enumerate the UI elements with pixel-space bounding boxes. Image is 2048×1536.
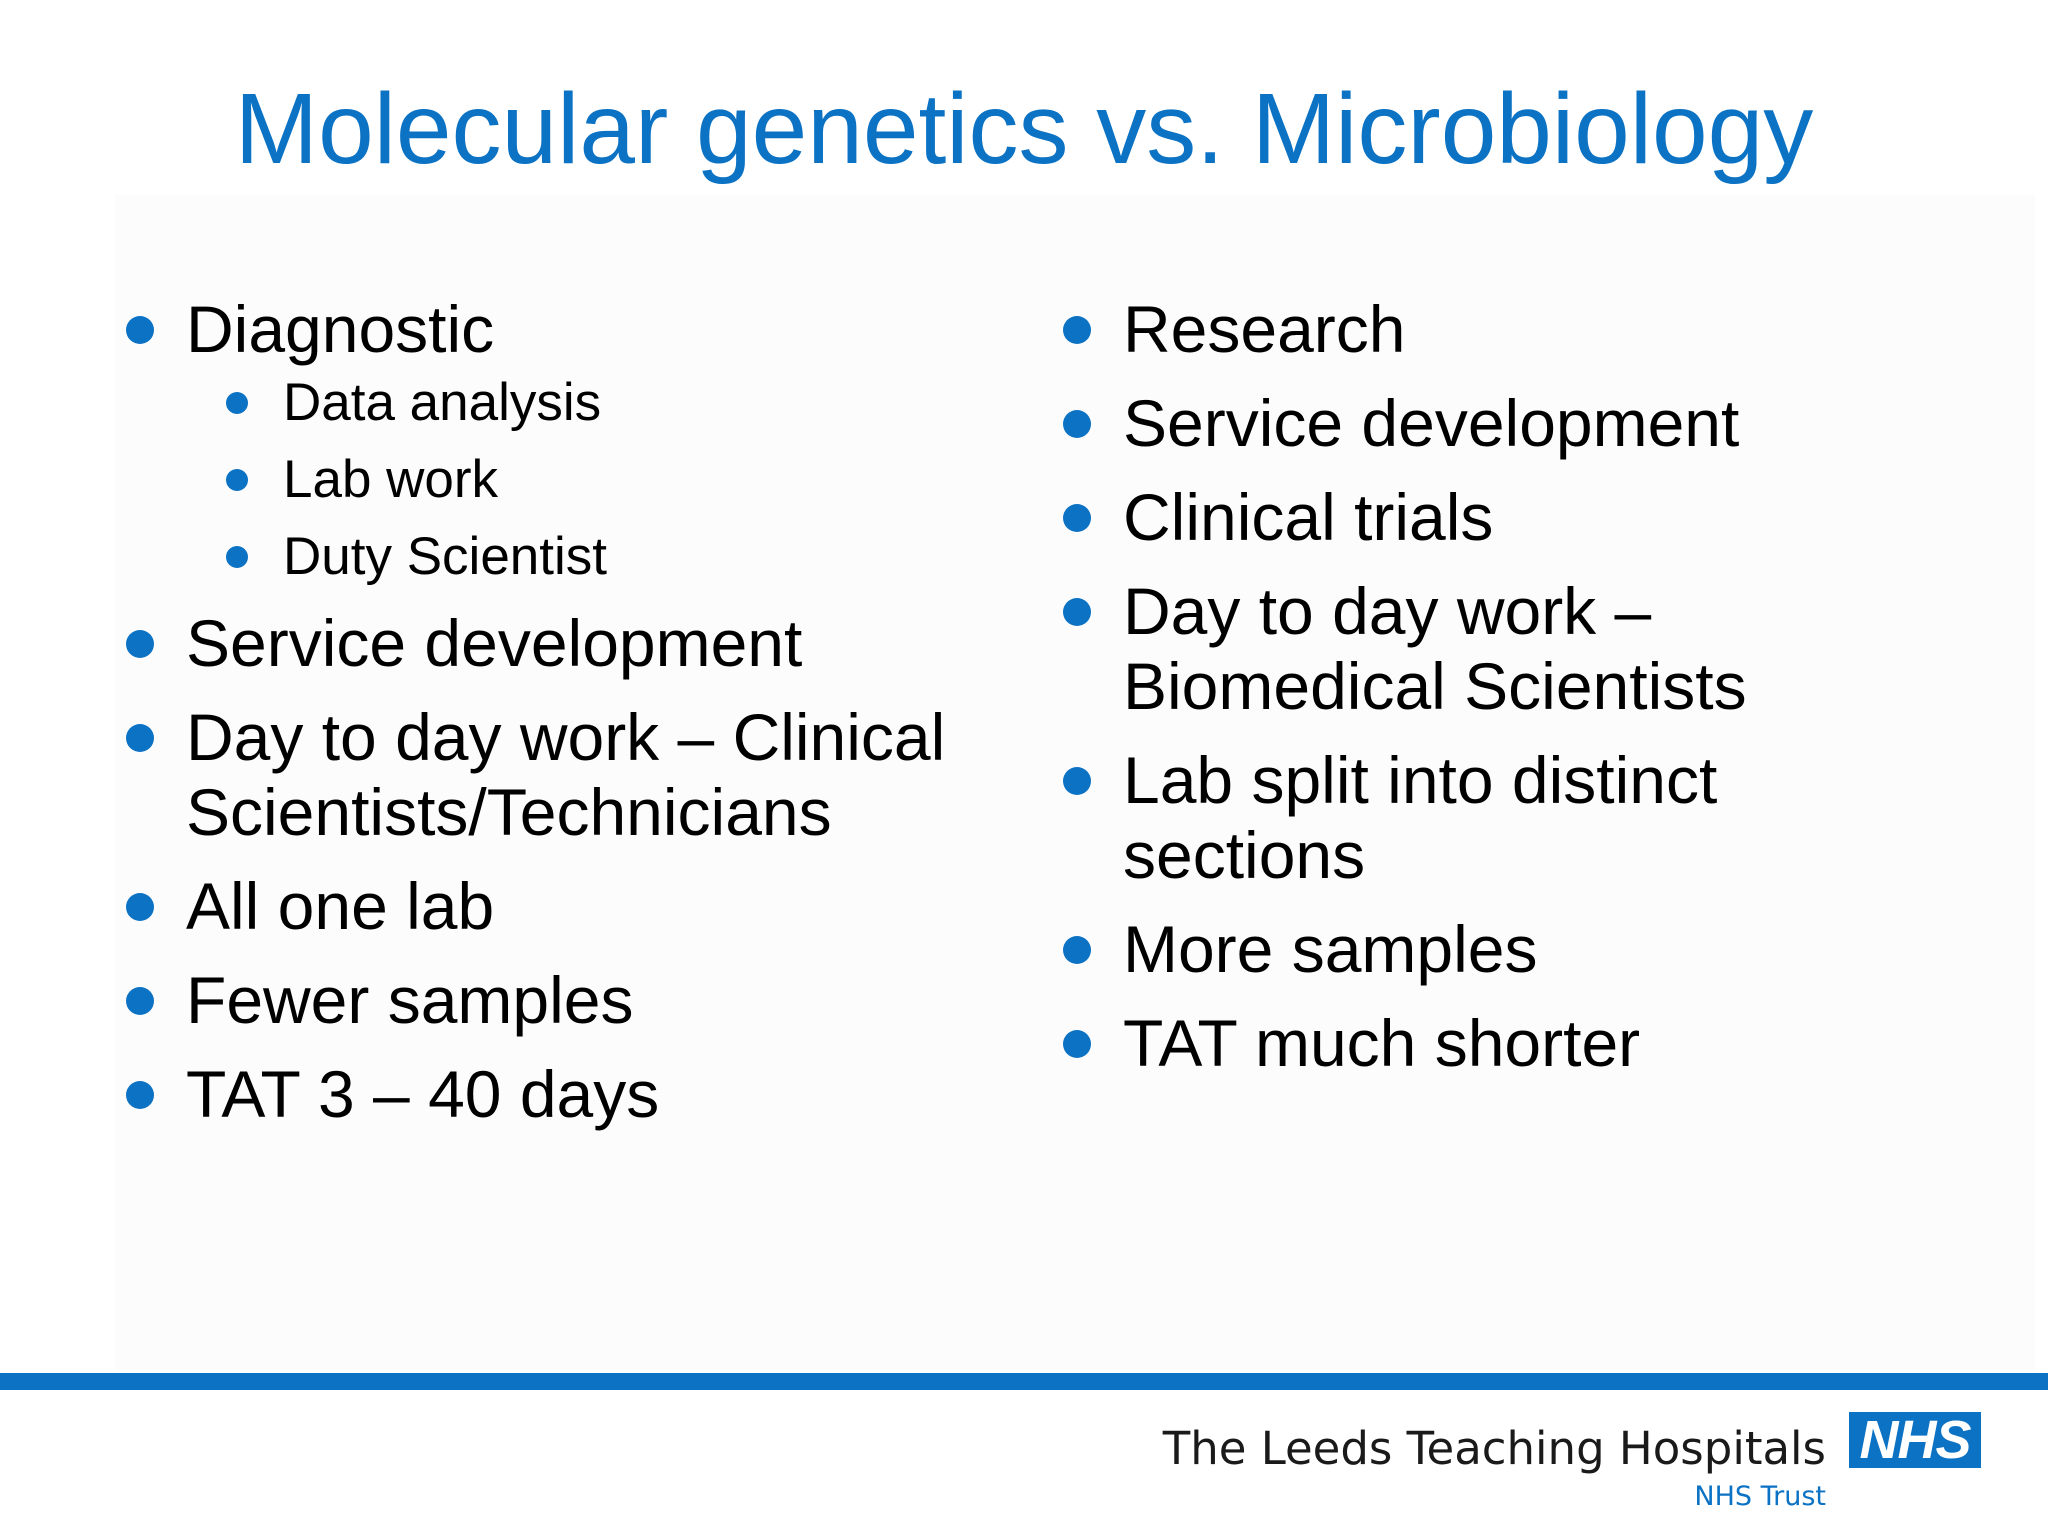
sub-bullet-icon <box>226 469 248 491</box>
bullet-text: Service development <box>186 606 803 680</box>
sub-list-item: Lab work <box>226 450 1006 510</box>
bullet-icon <box>126 893 154 921</box>
bullet-icon <box>126 724 154 752</box>
list-item: All one lab <box>126 869 1006 944</box>
sub-bullet-icon <box>226 546 248 568</box>
bullet-text: Research <box>1123 292 1406 366</box>
list-item: Service development <box>1063 386 1963 461</box>
bullet-text: Service development <box>1123 386 1740 460</box>
sub-bullet-text: Lab work <box>283 450 499 509</box>
bullet-icon <box>126 1081 154 1109</box>
list-item: Lab split into distinct sections <box>1063 743 1963 893</box>
bullet-icon <box>1063 767 1091 795</box>
list-item: Fewer samples <box>126 963 1006 1038</box>
nhs-logo-icon: NHS <box>1849 1412 1981 1468</box>
bullet-icon <box>1063 936 1091 964</box>
bullet-icon <box>1063 316 1091 344</box>
bullet-text: Lab split into distinct <box>1123 743 1718 817</box>
bullet-text: More samples <box>1123 912 1538 986</box>
list-item: Diagnostic Data analysis Lab work Duty S… <box>126 292 1006 587</box>
list-item: TAT much shorter <box>1063 1006 1963 1081</box>
bullet-icon <box>126 316 154 344</box>
slide-title: Molecular genetics vs. Microbiology <box>234 73 1814 185</box>
bullet-icon <box>1063 598 1091 626</box>
sub-bullet-icon <box>226 392 248 414</box>
bullet-text: Diagnostic <box>186 292 495 366</box>
sub-list-item: Data analysis <box>226 373 1006 433</box>
list-item: Service development <box>126 606 1006 681</box>
bullet-icon <box>126 630 154 658</box>
sub-bullet-text: Data analysis <box>283 373 602 432</box>
bullet-text: Day to day work – <box>1123 574 1652 648</box>
bullet-icon <box>1063 1030 1091 1058</box>
bullet-text: Fewer samples <box>186 963 634 1037</box>
list-item: TAT 3 – 40 days <box>126 1057 1006 1132</box>
list-item: Day to day work – Clinical Scientists/Te… <box>126 700 1006 850</box>
bullet-text-line2: Biomedical Scientists <box>1123 649 1747 723</box>
bullet-icon <box>1063 504 1091 532</box>
list-item: Day to day work – Biomedical Scientists <box>1063 574 1963 724</box>
bullet-text: TAT much shorter <box>1123 1006 1641 1080</box>
right-column-list: Research Service development Clinical tr… <box>1063 292 1963 1100</box>
bullet-text: Clinical trials <box>1123 480 1494 554</box>
trust-name: The Leeds Teaching Hospitals <box>1162 1422 1826 1475</box>
list-item: Clinical trials <box>1063 480 1963 555</box>
bullet-icon <box>1063 410 1091 438</box>
bullet-text: Day to day work – Clinical <box>186 700 946 774</box>
left-column-list: Diagnostic Data analysis Lab work Duty S… <box>126 292 1006 1151</box>
sub-list-item: Duty Scientist <box>226 527 1006 587</box>
bullet-text-line2: Scientists/Technicians <box>186 775 832 849</box>
bullet-text-line2: sections <box>1123 818 1366 892</box>
list-item: Research <box>1063 292 1963 367</box>
list-item: More samples <box>1063 912 1963 987</box>
sub-list: Data analysis Lab work Duty Scientist <box>186 373 1006 587</box>
sub-bullet-text: Duty Scientist <box>283 527 608 586</box>
bullet-icon <box>126 987 154 1015</box>
bullet-text: All one lab <box>186 869 495 943</box>
bullet-text: TAT 3 – 40 days <box>186 1057 660 1131</box>
trust-subtitle: NHS Trust <box>1694 1481 1826 1512</box>
footer-divider <box>0 1373 2048 1390</box>
